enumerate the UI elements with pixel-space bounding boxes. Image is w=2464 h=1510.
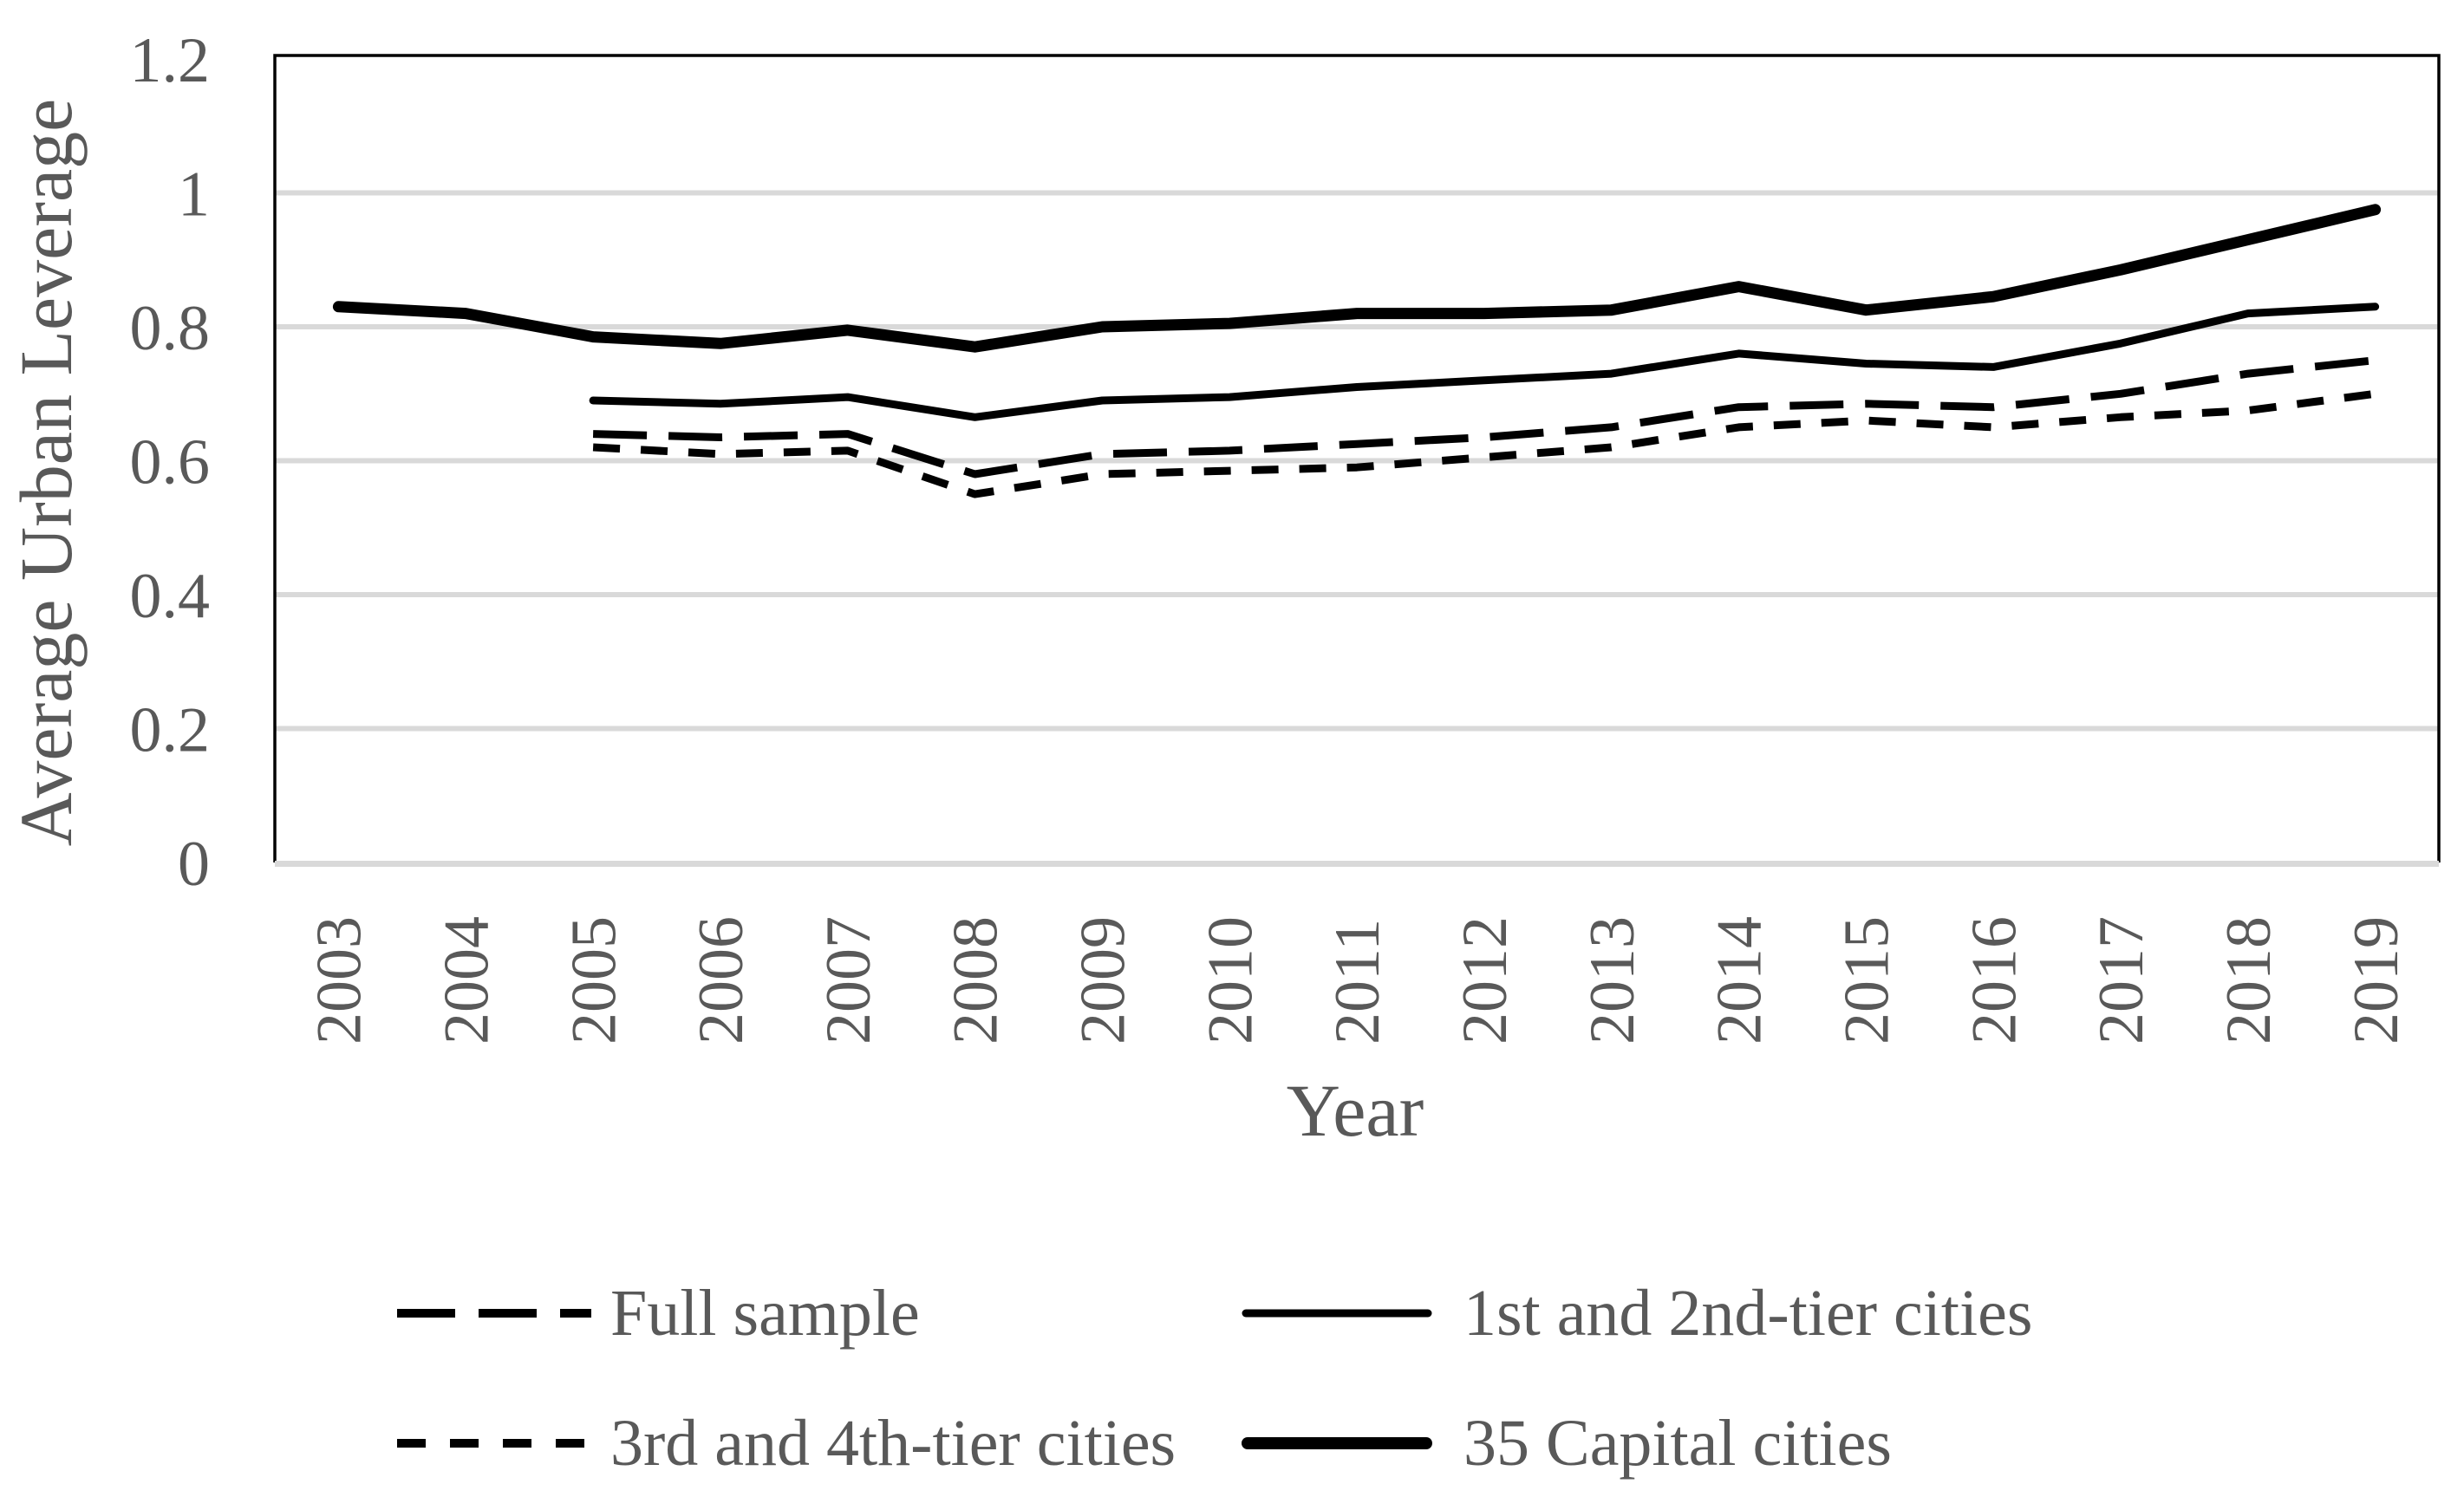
x-tick-label-2006: 2006 [686, 916, 757, 1045]
x-tick-label-2018: 2018 [2213, 916, 2285, 1045]
series-line-3rd-and-4th-tier-cities [592, 389, 2376, 498]
x-tick-label-2012: 2012 [1450, 916, 1521, 1045]
legend-label: 3rd and 4th-tier cities [610, 1407, 1177, 1480]
y-tick-label-0.6: 0.6 [130, 427, 211, 498]
legend-item-3rd-4th-tier: 3rd and 4th-tier cities [397, 1404, 1176, 1482]
x-axis-tick-labels: 2003 2004 2005 2006 2007 2008 2009 2010 2011 2012… [304, 916, 2412, 1045]
short-dash-line-swatch [397, 1439, 591, 1448]
x-tick-label-2015: 2015 [1831, 916, 1902, 1045]
thin-solid-line-swatch [1242, 1309, 1432, 1318]
x-tick-label-2014: 2014 [1705, 916, 1776, 1045]
x-tick-label-2011: 2011 [1322, 919, 1393, 1045]
y-tick-label-1.2: 1.2 [130, 25, 211, 96]
y-tick-label-0.8: 0.8 [130, 293, 211, 364]
x-tick-label-2004: 2004 [431, 916, 502, 1045]
legend-label: 35 Capital cities [1463, 1407, 1892, 1480]
legend-label: 1st and 2nd-tier cities [1463, 1277, 2033, 1350]
series-line-1st-and-2nd-tier-cities [589, 303, 2380, 421]
x-tick-label-2005: 2005 [558, 916, 629, 1045]
long-dash-line-swatch [397, 1309, 591, 1318]
x-tick-label-2016: 2016 [1959, 916, 2030, 1045]
plot-border [273, 54, 2441, 862]
x-tick-label-2009: 2009 [1068, 916, 1139, 1045]
gridlines [275, 190, 2439, 732]
x-axis-title: Year [1287, 1069, 1424, 1152]
legend-item-1st-2nd-tier: 1st and 2nd-tier cities [1242, 1274, 2032, 1352]
y-tick-label-0: 0 [178, 829, 210, 900]
x-tick-label-2019: 2019 [2341, 916, 2412, 1045]
legend-label: Full sample [610, 1277, 920, 1350]
x-tick-label-2003: 2003 [304, 916, 375, 1045]
x-tick-label-2007: 2007 [813, 916, 884, 1045]
series-lines [332, 204, 2382, 498]
y-tick-label-1: 1 [178, 159, 210, 231]
y-axis-title: Average Urban Leverage [4, 99, 88, 847]
y-axis-tick-labels: 0 0.2 0.4 0.6 0.8 1 1.2 [130, 25, 211, 900]
y-tick-label-0.4: 0.4 [130, 561, 211, 632]
x-tick-label-2017: 2017 [2086, 916, 2157, 1045]
y-tick-label-0.2: 0.2 [130, 695, 211, 766]
x-tick-label-2008: 2008 [941, 916, 1012, 1045]
x-tick-label-2010: 2010 [1195, 916, 1266, 1045]
legend-item-full-sample: Full sample [397, 1274, 920, 1352]
thick-solid-line-swatch [1242, 1437, 1432, 1449]
legend-item-35-capital: 35 Capital cities [1242, 1404, 1892, 1482]
x-tick-label-2013: 2013 [1577, 916, 1648, 1045]
series-line-35-capital-cities [332, 204, 2382, 353]
